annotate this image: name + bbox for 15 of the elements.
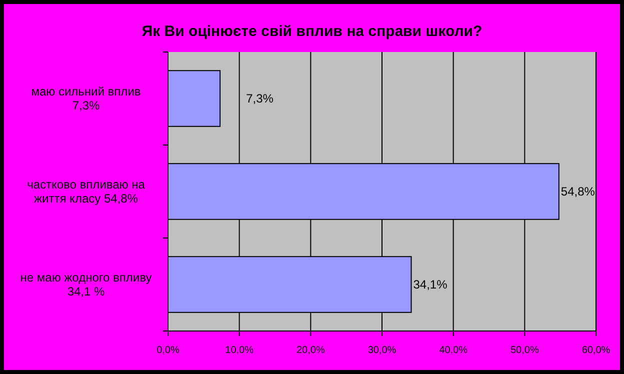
y-tick-label: не маю жодного впливу 34,1 % (20, 270, 152, 298)
x-tick-label: 10,0% (225, 345, 254, 356)
y-tick-label: частково впливаю на життя класу 54,8% (27, 178, 146, 206)
chart-title: Як Ви оцінюєте свій вплив на справи школи? (142, 23, 482, 40)
x-tick-label: 40,0% (439, 345, 468, 356)
x-tick-label: 60,0% (582, 345, 610, 356)
x-tick-label: 0,0% (156, 345, 180, 356)
x-tick-label: 50,0% (510, 345, 539, 356)
y-tick-label: маю сильний вплив 7,3% (31, 84, 141, 112)
data-label: 54,8% (560, 184, 596, 198)
x-tick-label: 20,0% (296, 345, 325, 356)
data-label: 34,1% (413, 278, 448, 292)
data-label: 7,3% (246, 92, 274, 106)
x-tick-label: 30,0% (368, 345, 396, 356)
bar (168, 70, 221, 127)
